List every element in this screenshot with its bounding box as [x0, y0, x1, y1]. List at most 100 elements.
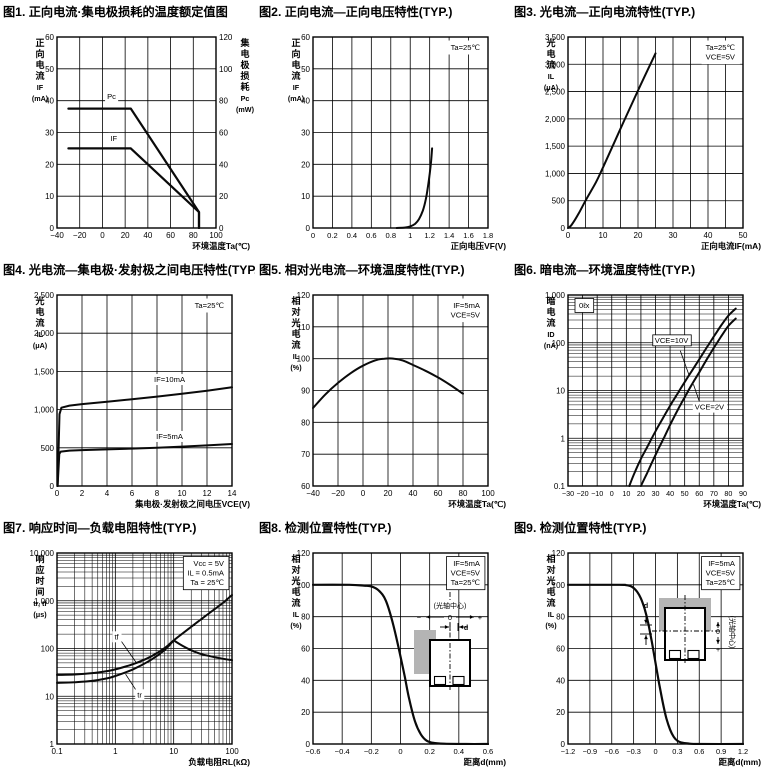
svg-text:50: 50	[739, 231, 748, 240]
svg-text:光: 光	[545, 37, 555, 48]
svg-text:20: 20	[121, 231, 130, 240]
svg-text:相: 相	[291, 553, 300, 564]
svg-text:100: 100	[481, 489, 495, 498]
svg-text:−0.3: −0.3	[626, 747, 641, 756]
svg-text:6: 6	[130, 489, 135, 498]
svg-text:1,500: 1,500	[34, 367, 55, 376]
svg-text:电: 电	[291, 59, 300, 70]
svg-text:10: 10	[599, 231, 608, 240]
conditions: 0ℓx	[574, 298, 595, 313]
figure-1: 图1. 正向电流·集电极损耗的温度额定值图 Pc IF −40 −20 0 20 40 60 8…	[0, 0, 256, 258]
svg-text:IF=5mA: IF=5mA	[708, 559, 736, 568]
svg-text:1,000: 1,000	[34, 406, 55, 415]
figure-5-title: 图5. 相对光电流—环境温度特性(TYP.)	[259, 262, 465, 277]
curve-label: VCE=2V	[692, 401, 728, 413]
svg-text:80: 80	[724, 489, 732, 498]
curve-label: tr	[135, 689, 145, 701]
svg-text:相: 相	[546, 553, 555, 564]
figure-2: 图2. 正向电流—正向电压特性(TYP.) Ta=25℃ 0 0.2 0.4 0.6 0.…	[256, 0, 511, 258]
svg-text:光: 光	[290, 317, 300, 328]
axis-labels: −0.6 −0.4 −0.2 0 0.2 0.4 0.6 0 20 40 60 80 100 120 距离d…	[290, 549, 506, 767]
svg-text:60: 60	[556, 645, 565, 654]
series	[395, 147, 434, 229]
svg-text:80: 80	[301, 613, 310, 622]
series	[67, 107, 201, 229]
svg-text:VCE=10V: VCE=10V	[655, 336, 689, 345]
svg-text:90: 90	[739, 489, 747, 498]
svg-text:+: +	[716, 647, 720, 654]
svg-text:−40: −40	[50, 231, 64, 240]
svg-text:2,000: 2,000	[545, 115, 566, 124]
svg-text:极: 极	[240, 59, 250, 70]
svg-text:80: 80	[459, 489, 468, 498]
axis-labels: 0 2 4 6 8 10 12 14 0 500 1,000 1,500 2,000 2,500 集电极·发…	[33, 291, 250, 509]
svg-text:1,000: 1,000	[545, 169, 566, 178]
svg-text:50: 50	[301, 65, 310, 74]
svg-text:集: 集	[239, 37, 250, 48]
svg-text:0: 0	[716, 629, 720, 636]
svg-text:流: 流	[546, 317, 555, 328]
svg-text:对: 对	[291, 306, 300, 317]
svg-text:负载电阻RL(kΩ): 负载电阻RL(kΩ)	[188, 757, 250, 767]
svg-text:流: 流	[546, 597, 555, 608]
svg-text:距离d(mm): 距离d(mm)	[719, 757, 762, 767]
svg-text:0.9: 0.9	[716, 747, 726, 756]
svg-text:10,000: 10,000	[30, 549, 55, 558]
svg-text:1.2: 1.2	[424, 231, 435, 240]
svg-text:−1.2: −1.2	[561, 747, 576, 756]
grid	[312, 36, 489, 229]
svg-text:0.3: 0.3	[672, 747, 682, 756]
svg-text:Vcc = 5V: Vcc = 5V	[193, 559, 225, 568]
svg-text:40: 40	[556, 676, 565, 685]
grid	[312, 294, 489, 487]
figure-6: 图6. 暗电流—环境温度特性(TYP.) VCE=10V VCE=2V 0ℓx −30…	[511, 258, 767, 516]
grid	[567, 36, 744, 229]
svg-text:0.8: 0.8	[385, 231, 396, 240]
svg-text:40: 40	[704, 231, 713, 240]
svg-text:500: 500	[552, 197, 566, 206]
svg-text:流: 流	[35, 70, 44, 81]
plot-border	[56, 552, 233, 745]
svg-text:向: 向	[291, 48, 300, 59]
svg-text:1.6: 1.6	[463, 231, 474, 240]
plot-border	[312, 552, 489, 745]
svg-text:0: 0	[306, 740, 311, 749]
svg-text:0: 0	[653, 747, 657, 756]
svg-text:流: 流	[291, 70, 300, 81]
axis-labels: −40 −20 0 20 40 60 80 1000102030405060020406080…	[32, 33, 255, 251]
svg-text:50: 50	[681, 489, 689, 498]
plot-border	[56, 294, 233, 487]
svg-text:环境温度Ta(℃): 环境温度Ta(℃)	[192, 241, 250, 251]
series	[312, 583, 489, 745]
series	[56, 386, 233, 487]
svg-text:耗: 耗	[240, 81, 249, 92]
svg-text:损: 损	[240, 70, 249, 81]
svg-text:d: d	[644, 603, 648, 610]
svg-text:0: 0	[561, 224, 566, 233]
svg-text:光: 光	[34, 295, 44, 306]
svg-text:80: 80	[189, 231, 198, 240]
svg-text:1,500: 1,500	[545, 142, 566, 151]
svg-text:10: 10	[301, 192, 310, 201]
conditions: Ta=25℃	[446, 40, 485, 55]
svg-text:20: 20	[637, 489, 645, 498]
svg-text:(nA): (nA)	[544, 341, 559, 350]
svg-text:IL: IL	[293, 352, 300, 361]
svg-text:+: +	[478, 613, 483, 622]
svg-text:30: 30	[669, 231, 678, 240]
svg-text:时: 时	[35, 575, 44, 586]
grid	[567, 294, 744, 487]
svg-text:2,500: 2,500	[545, 88, 566, 97]
svg-text:0.6: 0.6	[483, 747, 494, 756]
svg-text:12: 12	[203, 489, 212, 498]
figure-6-chart: 图6. 暗电流—环境温度特性(TYP.) VCE=10VVCE=2V0ℓx−30…	[514, 262, 761, 509]
svg-text:0.4: 0.4	[454, 747, 465, 756]
figure-9-chart: 图9. 检测位置特性(TYP.) IF=5mAVCE=5VTa=25℃−1.2−…	[514, 520, 762, 767]
svg-text:−0.2: −0.2	[364, 747, 379, 756]
svg-text:40: 40	[143, 231, 152, 240]
svg-text:电: 电	[546, 48, 555, 59]
